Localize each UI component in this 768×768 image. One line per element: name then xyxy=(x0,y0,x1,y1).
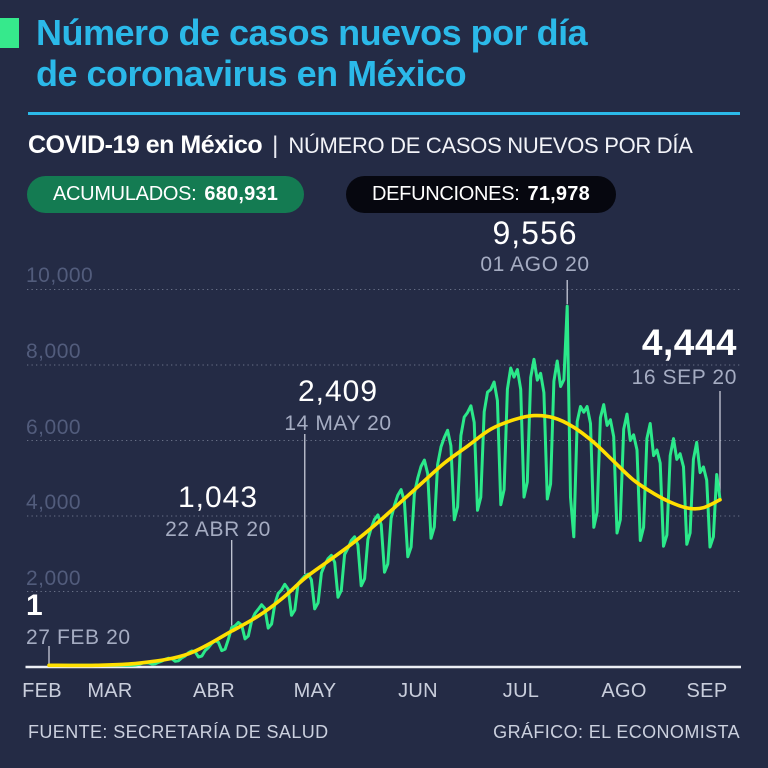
badge-acumulados-value: 680,931 xyxy=(204,183,279,205)
x-tick-may: MAY xyxy=(293,680,337,702)
badge-defunciones-value: 71,978 xyxy=(527,183,590,205)
chart-subtitle: COVID-19 en México | NÚMERO DE CASOS NUE… xyxy=(28,131,693,160)
x-tick-feb: FEB xyxy=(22,680,62,702)
annotation-peak-9556: 9,556 01 AGO 20 xyxy=(480,215,590,277)
accent-square xyxy=(0,18,19,48)
badge-acumulados-label: ACUMULADOS: xyxy=(53,183,197,205)
page-title: Número de casos nuevos por día de corona… xyxy=(36,12,588,94)
annotation-latest-4444: 4,444 16 SEP 20 xyxy=(631,322,737,390)
annotation-peak-9556-date: 01 AGO 20 xyxy=(480,253,590,276)
annotation-latest-4444-value: 4,444 xyxy=(641,322,737,363)
daily-cases-line xyxy=(47,304,722,667)
x-tick-ago: AGO xyxy=(601,680,647,702)
trend-line xyxy=(47,413,722,668)
annotation-first-case-value: 1 xyxy=(26,589,44,622)
annotation-1043-value: 1,043 xyxy=(177,481,259,514)
annotation-1043: 1,043 22 ABR 20 xyxy=(165,483,271,542)
annotation-2409: 2,409 14 MAY 20 xyxy=(284,377,391,436)
x-tick-jul: JUL xyxy=(502,680,540,702)
badge-defunciones: DEFUNCIONES: 71,978 xyxy=(346,176,616,213)
annotation-first-case-date: 27 FEB 20 xyxy=(26,626,131,649)
page-title-line2: de coronavirus en México xyxy=(36,53,467,94)
badge-defunciones-label: DEFUNCIONES: xyxy=(372,183,520,205)
x-tick-abr: ABR xyxy=(192,680,236,702)
y-tick-6000: 6,000 xyxy=(26,416,82,439)
source-credit: FUENTE: SECRETARÍA DE SALUD xyxy=(28,722,329,742)
subtitle-separator: | xyxy=(272,132,279,159)
badge-acumulados: ACUMULADOS: 680,931 xyxy=(27,176,305,213)
y-tick-8000: 8,000 xyxy=(26,340,82,363)
annotation-first-case: 1 27 FEB 20 xyxy=(26,591,131,650)
annotation-2409-date: 14 MAY 20 xyxy=(284,412,392,435)
y-tick-10000: 10,000 xyxy=(26,264,94,287)
x-tick-jun: JUN xyxy=(398,680,438,702)
annotation-peak-9556-value: 9,556 xyxy=(492,215,578,251)
subtitle-bold: COVID-19 en México xyxy=(28,131,263,159)
x-tick-sep: SEP xyxy=(686,680,728,702)
annotation-latest-4444-date: 16 SEP 20 xyxy=(631,366,737,389)
subtitle-rest: NÚMERO DE CASOS NUEVOS POR DÍA xyxy=(288,133,693,158)
y-tick-2000: 2,000 xyxy=(26,567,82,590)
page-title-line1: Número de casos nuevos por día xyxy=(36,12,588,53)
graphic-credit: GRÁFICO: EL ECONOMISTA xyxy=(493,722,740,742)
divider-rule xyxy=(28,112,740,115)
x-tick-mar: MAR xyxy=(87,680,133,702)
y-tick-4000: 4,000 xyxy=(26,491,82,514)
annotation-1043-date: 22 ABR 20 xyxy=(165,518,271,541)
annotation-2409-value: 2,409 xyxy=(297,375,379,408)
